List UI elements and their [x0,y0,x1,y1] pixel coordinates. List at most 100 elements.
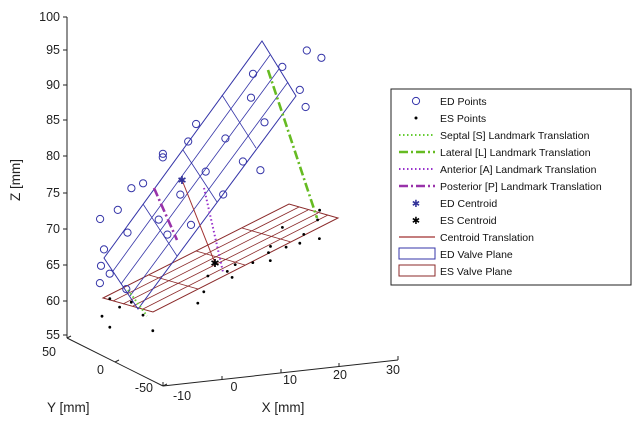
y-tick: 50 [42,335,72,359]
ed-point [176,190,185,199]
x-tick-label: 20 [333,368,347,382]
es-point [268,259,272,262]
legend-box [390,88,632,286]
es-point [141,313,145,317]
ed-point [158,149,167,158]
legend-entry: ✱ ED Centroid [412,198,498,210]
ed-point [260,118,269,127]
x-tick-label: -10 [173,389,191,403]
z-tick-label: 55 [46,328,60,342]
ed-plane-grid-line [142,203,178,257]
es-plane-grid-line [195,250,246,266]
es-point [284,245,288,249]
axes [66,17,399,387]
z-tick: 65 [46,258,67,272]
ed-point [127,184,136,193]
es-point [269,245,272,248]
translation-lines [127,69,319,317]
es-point [316,218,319,222]
es-plane-grid-line [122,209,309,305]
es-valve-plane [101,203,340,313]
legend-entry: Lateral [L] Landmark Translation [399,147,591,159]
legend-entry: ✱ ES Centroid [412,215,497,227]
es-point [151,329,155,333]
es-point [298,241,302,245]
z-tick-label: 60 [46,294,60,308]
legend-label: Anterior [A] Landmark Translation [440,164,597,176]
ed-point [302,46,311,55]
z-tick-label: 75 [46,186,60,200]
centroid-translation-line [181,179,216,264]
ed-point [256,166,265,175]
legend-marker-es-centroid: ✱ [412,216,420,227]
es-point [233,263,237,266]
legend-entry: Centroid Translation [399,232,534,244]
es-plane-grid-line [148,274,199,290]
es-point [108,297,112,301]
es-plane-grid-line [241,227,292,243]
es-point [100,314,104,318]
ed-point [154,215,163,224]
ed-point [201,167,210,176]
ed-point [248,69,258,78]
legend-label: ED Centroid [440,198,497,210]
legend-marker-ed-points [411,96,421,106]
ed-point [317,53,326,62]
ed-point [123,228,132,237]
ed-plane-grid-line [129,81,289,297]
es-point [267,251,270,255]
x-tick: -10 [162,382,191,403]
ed-point [95,279,105,288]
es-point [230,276,234,279]
es-point [202,290,206,294]
z-tick: 55 [46,328,67,342]
ed-plane-grid-line [221,94,257,149]
legend-entry: ED Valve Plane [398,247,513,261]
x-tick: 20 [333,363,347,382]
ed-point [139,179,148,188]
z-axis-label: Z [mm] [8,159,23,201]
ed-point [301,102,310,112]
z-tick-label: 95 [46,43,60,57]
centroids: ✱ ✱ [177,175,219,270]
septal-translation-line [127,289,148,317]
es-point [318,208,321,212]
x-tick-label: 0 [231,380,238,394]
ed-point [192,119,201,129]
es-point [302,233,306,236]
es-point [108,325,112,329]
legend-entry: ES Points [414,113,486,125]
x-tick-label: 10 [283,373,297,387]
ed-point [184,137,193,146]
z-tick: 85 [46,113,67,127]
ed-plane-outline [103,40,297,310]
legend-marker-es-points [414,116,418,120]
x-tick: 30 [386,356,400,377]
legend-patch-es-plane [398,264,436,277]
z-tick: 75 [46,186,67,200]
es-point [251,261,255,264]
legend-label: Centroid Translation [440,232,534,244]
ed-point [96,214,105,224]
y-ticks: 50 0 -50 [42,335,168,395]
ed-point [186,220,196,229]
es-point [318,237,321,241]
y-tick-label: -50 [135,381,153,395]
legend-label: Septal [S] Landmark Translation [440,130,590,142]
y-tick-label: 50 [42,345,56,359]
es-point [281,226,284,229]
z-tick: 60 [46,294,67,308]
ed-point [278,62,287,72]
legend-entry: Posterior [P] Landmark Translation [399,181,602,193]
posterior-translation-line [152,187,179,241]
legend-marker-ed-centroid: ✱ [412,199,420,210]
y-tick: 0 [97,359,120,377]
es-point [206,274,210,278]
z-tick: 90 [46,78,67,92]
y-tick: -50 [135,381,168,395]
x-tick: 10 [280,369,297,387]
lateral-translation-line [266,69,319,219]
legend-entry: Anterior [A] Landmark Translation [399,164,597,176]
ed-point [158,153,167,162]
